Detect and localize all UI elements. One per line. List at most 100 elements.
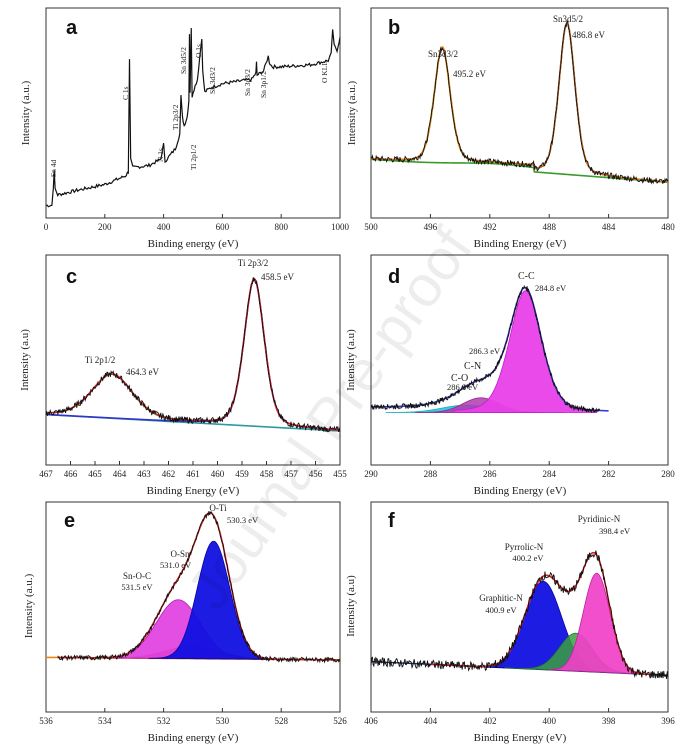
peak-annotation: Ti 2p1/2 — [189, 144, 198, 170]
plot-frame — [370, 7, 669, 219]
peak-label: Ti 2p3/2 — [238, 258, 268, 268]
peak-annotation: Sn 3d5/2 — [179, 47, 188, 74]
y-axis-label: Intensity (a.u.) — [20, 80, 32, 145]
x-tick-label: 402 — [483, 716, 497, 726]
peak-annotation: Sn 3p3/2 — [243, 69, 252, 96]
x-tick-label: 1000 — [331, 222, 350, 232]
y-axis-label: Intensity (a.u.) — [23, 573, 35, 638]
x-tick-label: 463 — [137, 469, 151, 479]
raw-data — [370, 284, 601, 414]
panel-letter-c: c — [66, 266, 77, 288]
component-peak — [453, 290, 598, 413]
peak-value: 486.8 eV — [572, 30, 605, 40]
x-tick-label: 406 — [364, 716, 378, 726]
raw-data — [370, 550, 669, 680]
plot-frame — [45, 7, 341, 219]
peak-value: 458.5 eV — [261, 272, 294, 282]
peak-label: Sn-O-C — [123, 571, 151, 581]
x-tick-label: 530 — [216, 716, 230, 726]
peak-value: 400.9 eV — [485, 605, 517, 615]
x-ticks: 467 466 465 464 463 462 461 460 459 458 457 456 455 — [39, 461, 347, 479]
x-axis-label: Binding Energy (eV) — [474, 238, 567, 250]
x-ticks: 0 200 400 600 800 1000 — [44, 214, 350, 232]
peak-annotation: C 1s — [121, 86, 130, 100]
raw-data — [57, 510, 341, 664]
x-tick-label: 500 — [364, 222, 378, 232]
survey-curve — [45, 28, 341, 208]
y-axis-label: Intensity (a.u) — [345, 329, 357, 391]
x-tick-label: 480 — [661, 222, 675, 232]
peak-label: Pyrrolic-N — [505, 542, 544, 552]
raw-data — [370, 20, 669, 185]
x-tick-label: 280 — [661, 469, 675, 479]
peak-label: Graphitic-N — [479, 593, 523, 603]
peak-annotation: Sn 4d — [49, 159, 58, 177]
x-axis-label: Binding Energy (eV) — [474, 485, 567, 497]
x-tick-label: 800 — [274, 222, 288, 232]
x-tick-label: 496 — [424, 222, 438, 232]
peak-label: O-Sn — [170, 549, 190, 559]
panel-d: 290 288 286 284 282 280 d Binding Energy (eV)… — [345, 254, 675, 497]
x-tick-label: 600 — [216, 222, 230, 232]
x-tick-label: 455 — [333, 469, 347, 479]
x-tick-label: 398 — [602, 716, 616, 726]
x-tick-label: 466 — [64, 469, 78, 479]
x-tick-label: 286 — [483, 469, 497, 479]
peak-label: O-Ti — [209, 503, 227, 513]
peak-value: 495.2 eV — [453, 69, 486, 79]
peak-label: Ti 2p1/2 — [85, 355, 115, 365]
x-tick-label: 534 — [98, 716, 112, 726]
x-tick-label: 284 — [542, 469, 556, 479]
x-tick-label: 288 — [424, 469, 438, 479]
peak-annotation: Sn 3d3/2 — [208, 67, 217, 94]
peak-annotation: Sn 3p1/2 — [259, 71, 268, 98]
x-tick-label: 467 — [39, 469, 53, 479]
peak-value: 464.3 eV — [126, 367, 159, 377]
x-tick-label: 464 — [113, 469, 127, 479]
peak-label: C-C — [518, 271, 535, 282]
peak-value: 286.8 eV — [447, 382, 479, 392]
peak-value: 531.5 eV — [121, 582, 153, 592]
x-tick-label: 457 — [284, 469, 298, 479]
panel-letter-a: a — [66, 17, 78, 39]
x-axis-label: Binding Energy (eV) — [147, 485, 240, 497]
x-tick-label: 404 — [424, 716, 438, 726]
x-axis-label: Binding energy (eV) — [148, 238, 239, 250]
peak-annotation: O KLL — [320, 61, 329, 83]
plot-frame — [370, 501, 669, 713]
peak-annotation: O 1s — [194, 44, 203, 58]
panel-letter-d: d — [388, 266, 400, 288]
plot-frame — [370, 254, 669, 466]
peak-value: 286.3 eV — [469, 346, 501, 356]
peak-value: 284.8 eV — [535, 283, 567, 293]
x-ticks: 406 404 402 400 398 396 — [364, 708, 675, 726]
x-tick-label: 460 — [211, 469, 225, 479]
x-tick-label: 459 — [235, 469, 249, 479]
panel-f: 406 404 402 400 398 396 f Binding Energy (eV)… — [345, 501, 675, 744]
plot-frame — [45, 501, 341, 713]
x-axis-label: Binding energy (eV) — [148, 732, 239, 744]
x-tick-label: 532 — [157, 716, 171, 726]
raw-data — [45, 277, 341, 433]
x-ticks: 500 496 492 488 484 480 — [364, 214, 675, 232]
y-axis-label: Intensity (a.u.) — [346, 80, 358, 145]
panel-a: 0 200 400 600 800 1000 a Binding energy (eV) … — [20, 7, 350, 250]
peak-annotation: Ti 2p3/2 — [171, 104, 180, 130]
x-tick-label: 400 — [157, 222, 171, 232]
x-tick-label: 200 — [98, 222, 112, 232]
panel-letter-b: b — [388, 17, 400, 39]
x-tick-label: 484 — [602, 222, 616, 232]
x-tick-label: 282 — [602, 469, 616, 479]
x-tick-label: 536 — [39, 716, 53, 726]
panel-e: 536 534 532 530 528 526 e Binding energy (eV)… — [23, 501, 347, 744]
x-tick-label: 528 — [274, 716, 288, 726]
peak-annotation: N 1s — [156, 148, 165, 162]
peak-label: C-N — [464, 361, 481, 372]
x-ticks: 536 534 532 530 528 526 — [39, 708, 347, 726]
x-tick-label: 456 — [309, 469, 323, 479]
x-tick-label: 488 — [542, 222, 556, 232]
x-axis-label: Binding Energy (eV) — [474, 732, 567, 744]
peak-value: 531.0 eV — [160, 560, 192, 570]
x-tick-label: 458 — [260, 469, 274, 479]
